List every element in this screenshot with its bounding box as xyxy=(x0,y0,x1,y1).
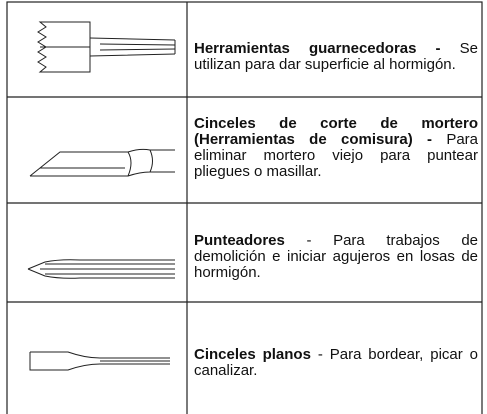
row-description: - Para bordear, picar o canalizar. xyxy=(194,346,478,379)
mortar-chisel-icon xyxy=(29,148,175,177)
row-title: Herramientas guarnecedoras - xyxy=(194,40,441,57)
row-title: Cinceles planos xyxy=(194,346,311,363)
point-chisel-icon xyxy=(27,259,175,279)
table-border xyxy=(6,1,483,414)
bush-hammer-icon xyxy=(37,21,176,73)
row-description: - Para trabajos de demolición e iniciar … xyxy=(194,232,479,281)
row-description: Para eliminar mortero viejo para puntear… xyxy=(194,131,478,180)
row-text: Cinceles planos - Para bordear, picar o … xyxy=(194,330,478,396)
row-title: Cinceles de corte de mortero (Herramient… xyxy=(194,115,478,148)
row-text: Cinceles de corte de mortero (Herramient… xyxy=(194,108,478,188)
row-text: Punteadores - Para trabajos de demolició… xyxy=(194,222,478,292)
flat-chisel-icon xyxy=(29,351,170,371)
row-title: Punteadores xyxy=(194,232,285,249)
row-text: Herramientas guarnecedoras - Se utilizan… xyxy=(194,22,478,92)
row-description: Se utilizan para dar superficie al hormi… xyxy=(194,40,478,73)
